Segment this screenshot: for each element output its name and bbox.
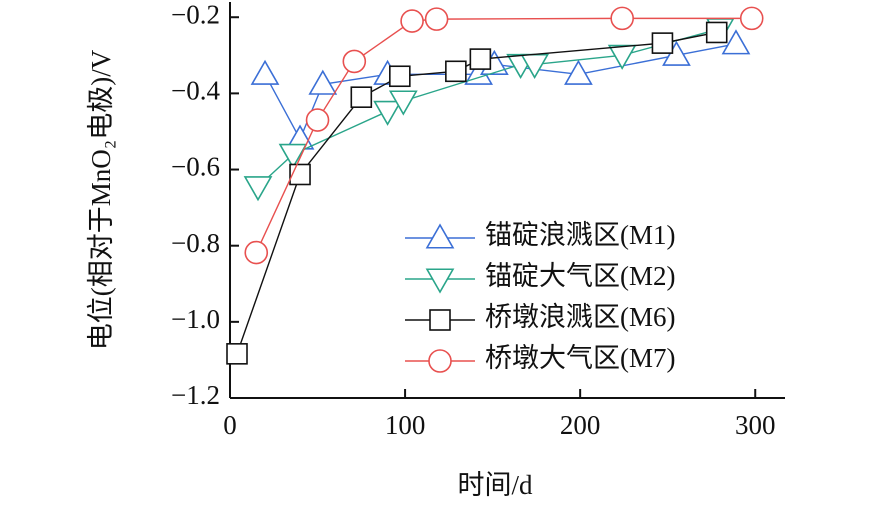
marker [429,309,451,331]
y-axis-label: 电位(相对于MnO₂电极)/V [86,49,116,350]
marker [373,100,402,126]
marker [705,21,728,44]
y-tick-label: −1.0 [171,304,220,334]
marker [607,44,637,70]
y-tick-label: −0.6 [171,152,220,182]
marker [425,268,455,294]
marker [308,69,338,95]
legend-label: 桥墩大气区(M7) [485,343,676,373]
marker [469,48,492,70]
marker [243,176,273,202]
marker [610,6,634,31]
x-tick-label: 100 [385,410,426,440]
marker [424,7,449,31]
marker [388,90,418,116]
x-axis-label: 时间/d [457,470,533,500]
legend-label: 桥墩浪溅区(M6) [485,302,676,332]
legend-label: 锚碇浪溅区(M1) [485,220,676,250]
marker [350,86,373,108]
marker [425,223,455,249]
x-tick-label: 0 [223,410,237,440]
marker [445,60,467,83]
marker [651,32,674,54]
series-line [257,27,721,188]
marker [721,29,751,55]
marker [400,9,424,33]
y-tick-label: −0.8 [171,228,220,258]
marker [278,143,308,169]
legend-label: 锚碇大气区(M2) [485,261,676,291]
marker [342,49,367,74]
y-tick-label: −1.2 [171,380,220,410]
x-tick-label: 200 [560,410,601,440]
marker [250,59,280,85]
marker [389,65,411,88]
marker [226,343,248,365]
marker [244,240,269,265]
marker [739,6,764,31]
marker [564,59,593,85]
marker [305,108,330,132]
y-tick-label: −0.4 [171,76,220,106]
y-tick-label: −0.2 [171,0,220,29]
marker [428,349,452,373]
x-tick-label: 300 [735,410,776,440]
series-line [236,31,717,355]
